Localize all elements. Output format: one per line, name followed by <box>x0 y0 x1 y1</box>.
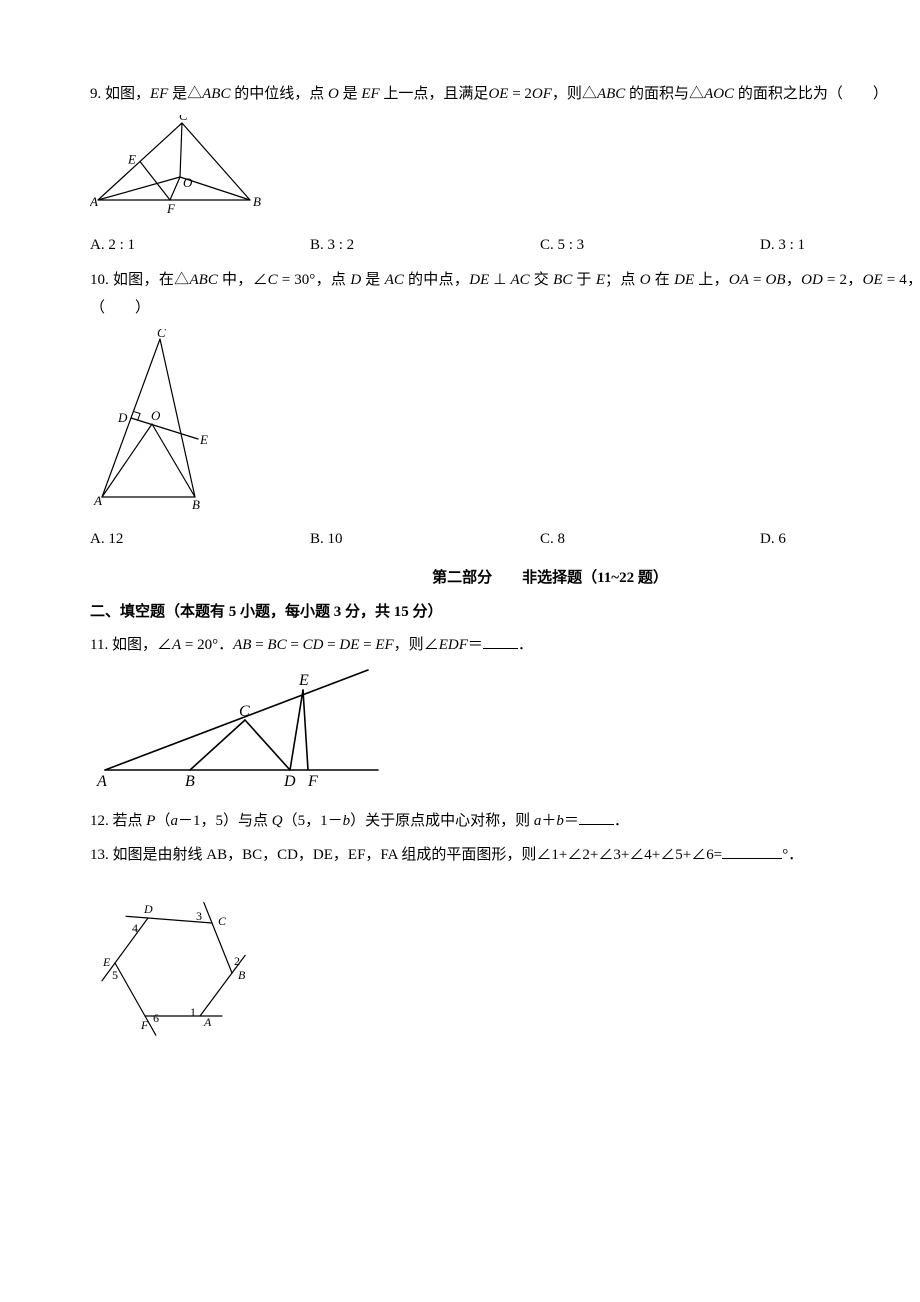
q10-opt-a: A. 12 <box>90 525 310 554</box>
svg-text:2: 2 <box>234 954 240 968</box>
q9-opt-d: D. 3 : 1 <box>760 231 920 260</box>
q10-figure: A B C D E O <box>90 329 920 520</box>
svg-text:B: B <box>253 194 261 209</box>
q11-blank <box>483 633 518 649</box>
section-2-title: 第二部分 非选择题（11~22 题） <box>90 564 920 593</box>
q10-opt-b: B. 10 <box>310 525 540 554</box>
q9-opt-a: A. 2 : 1 <box>90 231 310 260</box>
svg-text:5: 5 <box>112 968 118 982</box>
svg-text:C: C <box>218 914 227 928</box>
svg-text:D: D <box>117 410 128 425</box>
svg-text:C: C <box>157 329 166 340</box>
question-11: 11. 如图，∠A = 20°．AB = BC = CD = DE = EF，则… <box>90 631 920 801</box>
q11-num: 11. <box>90 637 108 653</box>
svg-text:C: C <box>239 703 250 720</box>
q9-options: A. 2 : 1 B. 3 : 2 C. 5 : 3 D. 3 : 1 <box>90 231 920 260</box>
svg-text:E: E <box>199 432 208 447</box>
svg-text:E: E <box>298 672 309 689</box>
q13-figure: A B C D E F 1 2 3 4 5 6 <box>90 888 920 1049</box>
svg-text:D: D <box>283 773 296 790</box>
svg-text:A: A <box>96 773 107 790</box>
q13-text: 13. 如图是由射线 AB，BC，CD，DE，EF，FA 组成的平面图形，则∠1… <box>90 841 920 870</box>
q9-opt-b: B. 3 : 2 <box>310 231 540 260</box>
svg-text:A: A <box>93 493 102 508</box>
q13-blank <box>722 843 782 859</box>
section-2-sub: 二、填空题（本题有 5 小题，每小题 3 分，共 15 分） <box>90 598 920 627</box>
q9-figure: A B C E FO <box>90 115 920 226</box>
q13-num: 13. <box>90 847 109 863</box>
svg-text:B: B <box>185 773 195 790</box>
q10-opt-d: D. 6 <box>760 525 920 554</box>
question-9: 9. 如图，EF 是△ABC 的中位线，点 O 是 EF 上一点，且满足OE =… <box>90 80 920 260</box>
svg-text:1: 1 <box>190 1005 196 1019</box>
svg-text:4: 4 <box>132 921 138 935</box>
q11-figure: A B C D E F <box>90 665 920 801</box>
svg-text:B: B <box>192 497 200 509</box>
svg-text:6: 6 <box>153 1011 159 1025</box>
svg-text:A: A <box>203 1015 212 1029</box>
svg-text:F: F <box>166 201 176 215</box>
q11-text: 11. 如图，∠A = 20°．AB = BC = CD = DE = EF，则… <box>90 631 920 660</box>
q10-num: 10. <box>90 272 109 288</box>
svg-text:C: C <box>179 115 188 123</box>
svg-text:F: F <box>307 773 318 790</box>
q12-blank <box>579 809 614 825</box>
question-12: 12. 若点 P（a－1，5）与点 Q（5，1－b）关于原点成中心对称，则 a＋… <box>90 807 920 836</box>
q10-options: A. 12 B. 10 C. 8 D. 6 <box>90 525 920 554</box>
svg-text:F: F <box>140 1018 149 1032</box>
question-13: 13. 如图是由射线 AB，BC，CD，DE，EF，FA 组成的平面图形，则∠1… <box>90 841 920 1048</box>
q12-num: 12. <box>90 813 109 829</box>
q10-text: 10. 如图，在△ABC 中，∠C = 30°，点 D 是 AC 的中点，DE … <box>90 266 920 323</box>
svg-text:D: D <box>143 902 153 916</box>
svg-text:O: O <box>151 408 161 423</box>
svg-text:A: A <box>90 194 98 209</box>
svg-text:E: E <box>127 151 136 166</box>
svg-text:3: 3 <box>196 909 202 923</box>
svg-text:B: B <box>238 968 246 982</box>
q10-opt-c: C. 8 <box>540 525 760 554</box>
question-10: 10. 如图，在△ABC 中，∠C = 30°，点 D 是 AC 的中点，DE … <box>90 266 920 554</box>
q9-num: 9. <box>90 86 101 102</box>
svg-text:O: O <box>183 175 193 190</box>
q12-text: 12. 若点 P（a－1，5）与点 Q（5，1－b）关于原点成中心对称，则 a＋… <box>90 807 920 836</box>
q9-text: 9. 如图，EF 是△ABC 的中位线，点 O 是 EF 上一点，且满足OE =… <box>90 80 920 109</box>
svg-text:E: E <box>102 955 111 969</box>
q9-opt-c: C. 5 : 3 <box>540 231 760 260</box>
